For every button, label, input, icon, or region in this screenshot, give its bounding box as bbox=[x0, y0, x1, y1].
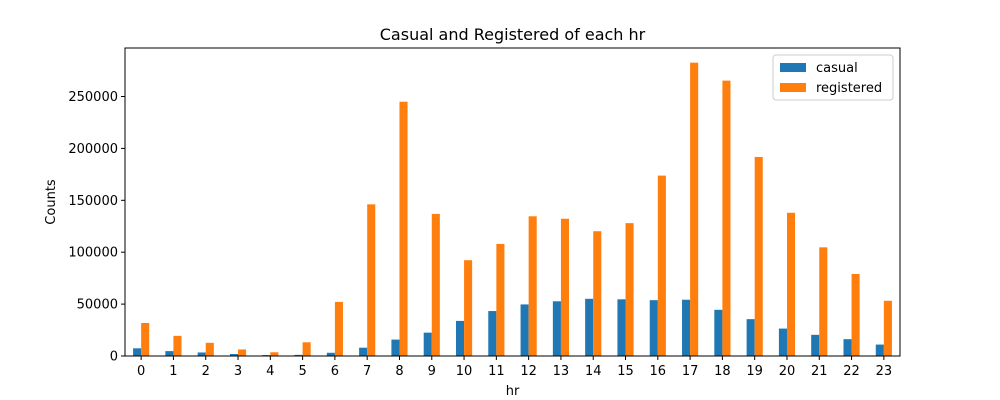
bar-registered-22 bbox=[851, 273, 860, 356]
x-tick-label: 1 bbox=[169, 364, 177, 379]
x-tick-label: 8 bbox=[395, 364, 403, 379]
bar-casual-2 bbox=[197, 352, 206, 356]
y-tick-label: 150000 bbox=[68, 194, 118, 209]
x-tick-label: 10 bbox=[456, 364, 473, 379]
bar-casual-7 bbox=[359, 347, 368, 356]
bar-registered-6 bbox=[334, 301, 343, 356]
x-tick-label: 17 bbox=[682, 364, 699, 379]
bar-casual-19 bbox=[746, 319, 755, 356]
x-tick-label: 7 bbox=[363, 364, 371, 379]
x-axis-label: hr bbox=[506, 384, 520, 399]
bar-casual-6 bbox=[326, 352, 335, 356]
x-tick-label: 4 bbox=[266, 364, 274, 379]
x-tick-label: 0 bbox=[137, 364, 145, 379]
y-tick-label: 0 bbox=[110, 350, 118, 365]
x-tick-label: 2 bbox=[202, 364, 210, 379]
y-tick-label: 250000 bbox=[68, 90, 118, 105]
legend-label-casual: casual bbox=[816, 61, 858, 76]
legend-swatch-registered bbox=[780, 83, 806, 92]
bar-casual-10 bbox=[455, 320, 465, 356]
bar-registered-17 bbox=[690, 62, 699, 357]
chart-title: Casual and Registered of each hr bbox=[380, 25, 646, 44]
plot-area: 0 1 2 3 4 5 6 7 8 9 10 11 12 13 14 15 16 17 18 19 20 21 22 2305… bbox=[68, 47, 901, 379]
bar-registered-12 bbox=[528, 216, 537, 356]
x-tick-label: 21 bbox=[811, 364, 828, 379]
bar-casual-21 bbox=[811, 334, 820, 356]
bar-registered-19 bbox=[754, 156, 763, 356]
bar-registered-16 bbox=[657, 175, 666, 356]
x-tick-label: 12 bbox=[520, 364, 537, 379]
y-tick-label: 200000 bbox=[68, 142, 118, 157]
bar-registered-18 bbox=[722, 80, 731, 357]
bar-registered-1 bbox=[173, 335, 182, 356]
bar-casual-14 bbox=[585, 298, 594, 356]
x-tick-label: 14 bbox=[585, 364, 602, 379]
bar-registered-4 bbox=[270, 352, 279, 356]
x-tick-label: 9 bbox=[428, 364, 436, 379]
legend-swatch-casual bbox=[780, 63, 806, 72]
bar-registered-15 bbox=[625, 223, 634, 356]
bar-registered-23 bbox=[883, 300, 892, 356]
bar-casual-15 bbox=[617, 299, 626, 356]
axes-frame bbox=[124, 47, 901, 357]
legend-label-registered: registered bbox=[816, 81, 882, 96]
bar-casual-18 bbox=[714, 309, 723, 356]
bar-casual-23 bbox=[875, 344, 884, 356]
x-tick-label: 6 bbox=[331, 364, 339, 379]
bar-registered-9 bbox=[431, 213, 440, 356]
x-tick-label: 13 bbox=[553, 364, 570, 379]
bar-registered-20 bbox=[786, 212, 796, 356]
bar-registered-10 bbox=[464, 260, 473, 356]
bar-registered-14 bbox=[593, 231, 602, 356]
x-tick-label: 3 bbox=[234, 364, 242, 379]
bar-registered-7 bbox=[367, 204, 376, 356]
y-tick-label: 100000 bbox=[68, 246, 118, 261]
bar-registered-8 bbox=[399, 101, 408, 357]
bar-casual-1 bbox=[165, 351, 174, 356]
bar-casual-11 bbox=[488, 311, 497, 356]
legend: casual registered bbox=[772, 54, 894, 101]
bar-casual-9 bbox=[423, 332, 432, 356]
bar-casual-12 bbox=[520, 304, 529, 356]
bar-casual-13 bbox=[552, 301, 561, 356]
x-tick-label: 22 bbox=[843, 364, 860, 379]
bar-registered-2 bbox=[205, 342, 214, 356]
x-tick-label: 11 bbox=[488, 364, 505, 379]
bar-casual-17 bbox=[682, 299, 691, 356]
bar-casual-22 bbox=[843, 339, 852, 356]
bar-casual-8 bbox=[391, 339, 400, 356]
x-tick-label: 20 bbox=[779, 364, 796, 379]
y-axis-label: Counts bbox=[44, 179, 59, 225]
bar-casual-5 bbox=[294, 354, 303, 356]
x-tick-label: 18 bbox=[714, 364, 731, 379]
bar-casual-16 bbox=[649, 300, 658, 356]
bar-casual-20 bbox=[778, 328, 787, 356]
bar-registered-11 bbox=[496, 243, 505, 356]
bar-registered-21 bbox=[819, 247, 828, 356]
x-tick-label: 5 bbox=[298, 364, 306, 379]
bar-registered-0 bbox=[141, 322, 150, 356]
x-tick-label: 16 bbox=[650, 364, 667, 379]
x-tick-label: 23 bbox=[876, 364, 893, 379]
x-tick-label: 15 bbox=[617, 364, 634, 379]
bar-registered-13 bbox=[560, 218, 570, 356]
x-tick-label: 19 bbox=[746, 364, 763, 379]
bar-casual-0 bbox=[133, 348, 142, 356]
bar-registered-3 bbox=[238, 349, 247, 356]
y-tick-label: 50000 bbox=[77, 298, 118, 313]
bar-casual-3 bbox=[229, 354, 239, 356]
bar-registered-5 bbox=[302, 342, 311, 356]
